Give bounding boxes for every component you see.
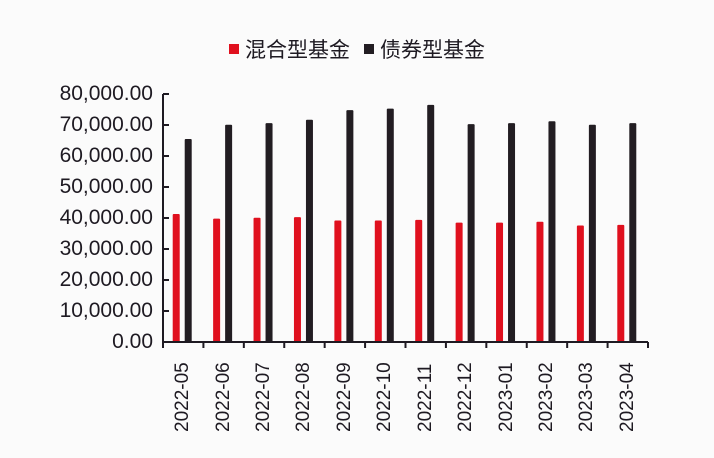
bar-bond-fund [629,123,637,342]
legend-item-mixed-fund: 混合型基金 [229,34,350,64]
bar-bond-fund [508,123,516,342]
bar-mixed-fund [334,220,342,342]
bar-bond-fund [386,108,394,342]
y-tick-label: 40,000.00 [59,206,153,229]
bar-bond-fund [265,123,273,342]
legend-swatch-red [229,44,239,54]
bar-bond-fund [346,110,354,343]
bar-bond-fund [305,119,313,342]
bar-bond-fund [548,121,556,342]
bar-mixed-fund [536,221,544,342]
bar-mixed-fund [293,217,301,342]
bar-mixed-fund [455,222,463,342]
bar-mixed-fund [374,220,382,342]
bar-bond-fund [588,124,596,342]
y-tick-label: 80,000.00 [59,82,153,105]
legend-label: 混合型基金 [245,38,350,62]
bar-mixed-fund [617,224,625,342]
y-tick-label: 60,000.00 [59,144,153,167]
y-tick-label: 10,000.00 [59,299,153,322]
legend-label: 债券型基金 [380,38,485,62]
bar-mixed-fund [415,219,423,342]
y-tick-label: 20,000.00 [59,268,153,291]
bar-mixed-fund [576,225,584,342]
bar-mixed-fund [213,218,221,342]
legend-item-bond-fund: 债券型基金 [364,34,485,64]
legend-swatch-black [364,44,374,54]
y-tick-label: 50,000.00 [59,175,153,198]
y-tick-label: 30,000.00 [59,237,153,260]
bar-bond-fund [467,124,475,342]
chart-legend: 混合型基金 债券型基金 [0,34,714,64]
y-tick-label: 0.00 [112,330,153,353]
bar-mixed-fund [496,222,504,342]
bar-mixed-fund [253,217,261,342]
y-tick-label: 70,000.00 [59,113,153,136]
bar-bond-fund [427,104,435,342]
bar-bond-fund [225,124,233,342]
bar-mixed-fund [172,213,180,342]
bar-bond-fund [184,138,192,342]
